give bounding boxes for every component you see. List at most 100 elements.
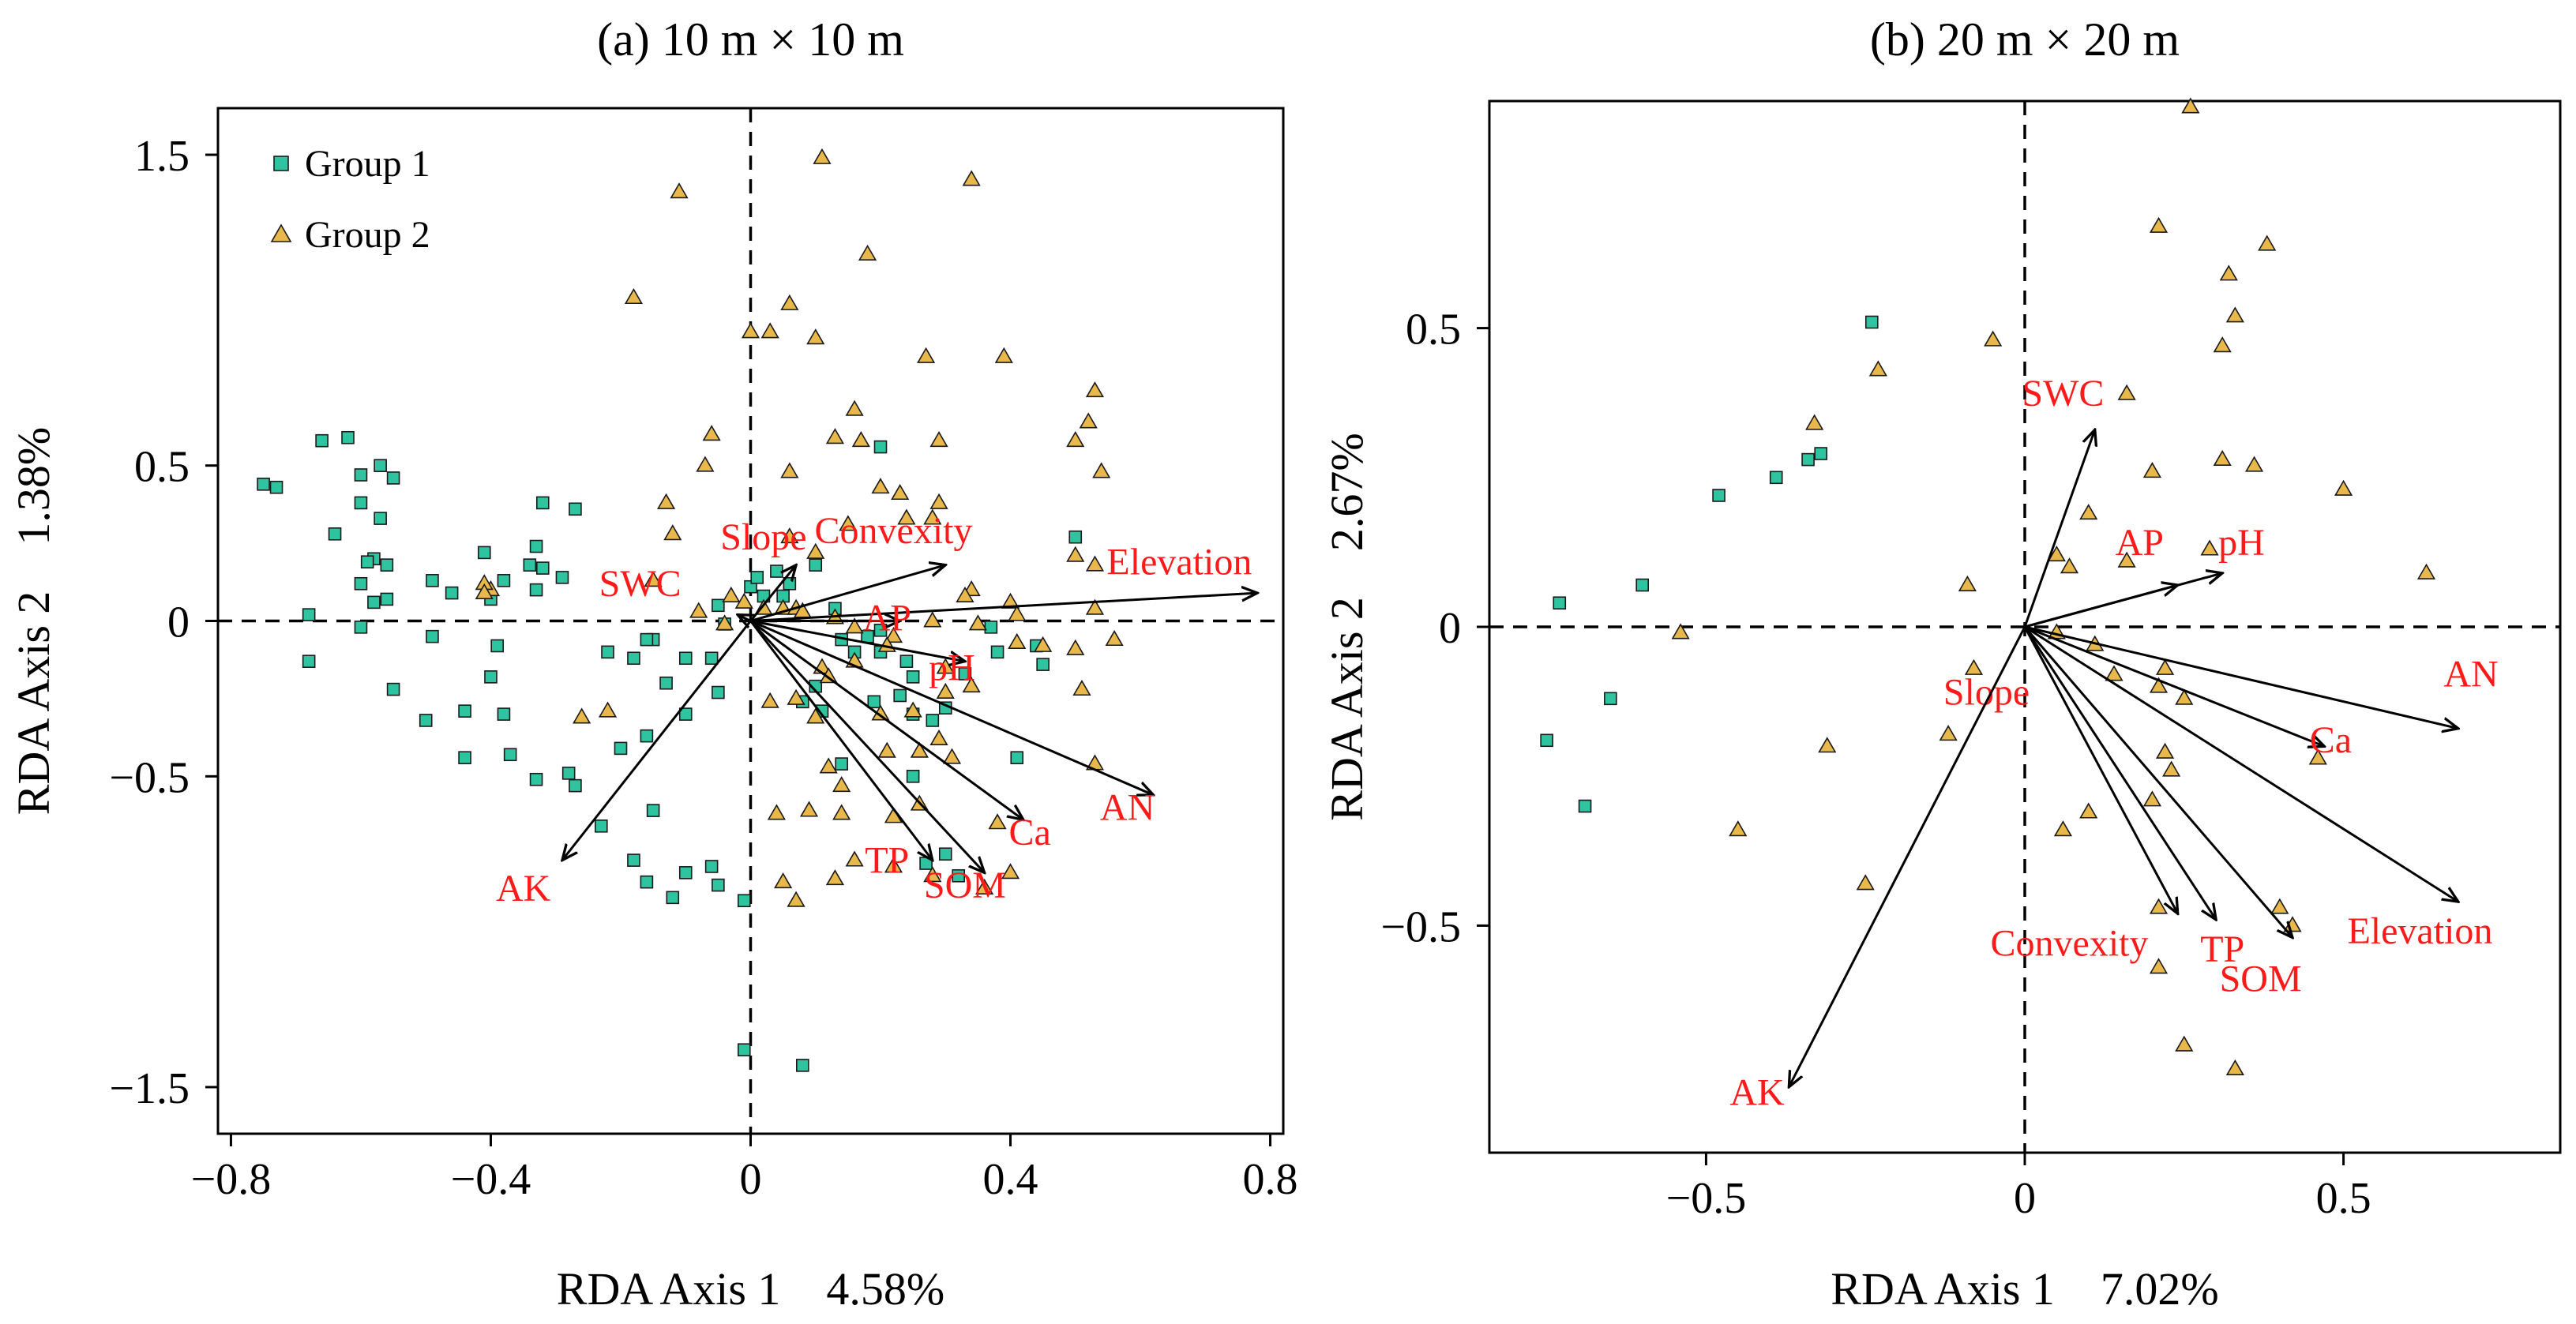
data-point-triangle (1085, 381, 1105, 398)
data-point-triangle (2181, 97, 2200, 114)
data-point-triangle (780, 462, 799, 478)
vector-label-ca: Ca (1009, 812, 1051, 853)
data-point-square (627, 853, 640, 867)
data-point-square (354, 576, 368, 591)
data-point-square (958, 667, 972, 681)
data-point-square (380, 558, 394, 572)
y-tick-label: 0 (167, 598, 190, 647)
legend-marker-triangle (270, 223, 292, 242)
data-point-square (737, 1043, 751, 1057)
data-point-triangle (2047, 546, 2066, 562)
data-point-square (990, 645, 1004, 659)
data-point-triangle (1958, 575, 1977, 591)
data-point-square (445, 586, 459, 600)
data-point-square (302, 608, 316, 621)
vector-label-slope: Slope (720, 516, 806, 558)
x-tick-label: 0 (2014, 1174, 2036, 1223)
data-point-triangle (806, 542, 825, 559)
data-point-square (419, 714, 433, 727)
data-point-triangle (2213, 336, 2232, 353)
data-point-triangle (897, 508, 916, 525)
data-point-triangle (845, 850, 864, 867)
vector-arrow-convexity (2023, 626, 2178, 913)
vector-arrow-som (749, 620, 985, 873)
x-tick-label: 0 (740, 1155, 762, 1204)
data-point-triangle (942, 748, 962, 764)
vector-label-ak: AK (1729, 1071, 1785, 1113)
vector-label-an: AN (1100, 786, 1155, 828)
data-point-triangle (845, 617, 864, 634)
data-point-square (1769, 471, 1783, 485)
data-point-triangle (1092, 462, 1111, 478)
data-point-triangle (2155, 658, 2175, 675)
data-point-triangle (787, 891, 805, 907)
y-tick-label: −0.5 (109, 753, 190, 802)
data-point-triangle (741, 322, 760, 339)
vector-arrow-slope (749, 565, 797, 622)
data-point-square (712, 878, 725, 892)
data-point-triangle (968, 614, 987, 631)
data-point-triangle (2219, 264, 2238, 281)
data-point-triangle (799, 801, 819, 817)
data-point-square (899, 654, 914, 668)
data-point-triangle (2200, 539, 2219, 556)
data-point-triangle (1001, 863, 1020, 880)
data-point-triangle (760, 692, 779, 708)
legend-label: Group 2 (305, 214, 430, 256)
data-point-square (523, 558, 537, 572)
data-point-square (646, 804, 660, 817)
y-tick-label: 1.5 (134, 132, 190, 181)
data-point-square (386, 682, 400, 696)
data-point-triangle (734, 592, 753, 609)
x-tick-label: −0.8 (191, 1155, 272, 1204)
data-point-square (497, 707, 511, 721)
data-point-triangle (917, 347, 936, 363)
data-point-square (1010, 751, 1024, 765)
data-point-triangle (806, 707, 825, 724)
data-point-square (535, 496, 550, 510)
data-point-triangle (975, 878, 994, 895)
data-point-triangle (2308, 748, 2327, 765)
data-point-triangle (1008, 632, 1027, 649)
data-point-triangle (819, 757, 838, 774)
vector-arrow-ca (749, 620, 1023, 820)
data-point-triangle (787, 688, 805, 705)
data-point-triangle (929, 493, 948, 509)
data-point-triangle (2175, 688, 2194, 705)
vector-arrow-tp (2023, 626, 2216, 920)
data-point-triangle (988, 813, 1007, 830)
data-point-square (1814, 447, 1828, 460)
vector-label-ap: AP (2116, 522, 2164, 564)
data-point-triangle (936, 682, 955, 699)
data-point-triangle (2225, 306, 2244, 323)
data-point-triangle (475, 583, 494, 600)
data-point-triangle (767, 804, 786, 820)
vector-arrow-ph (750, 620, 965, 662)
data-point-triangle (2117, 551, 2136, 568)
data-point-triangle (2258, 234, 2277, 251)
data-point-triangle (1008, 605, 1027, 621)
vector-arrow-an (2024, 625, 2458, 729)
data-point-square (341, 430, 355, 444)
data-point-square (712, 598, 725, 613)
data-point-triangle (832, 775, 851, 793)
vector-arrow-convexity (750, 565, 946, 622)
data-point-triangle (929, 729, 948, 746)
data-point-square (360, 555, 374, 569)
data-point-triangle (2162, 760, 2181, 777)
data-point-square (704, 860, 719, 873)
data-point-triangle (2270, 898, 2289, 914)
x-tick-label: 0.8 (1243, 1155, 1298, 1204)
y-axis-label: RDA Axis 2 2.67% (1321, 433, 1372, 820)
data-point-triangle (624, 287, 644, 305)
data-point-triangle (851, 431, 870, 448)
y-axis-label: RDA Axis 2 1.38% (8, 427, 59, 815)
vector-arrow-ak (562, 620, 752, 861)
data-point-triangle (1818, 737, 1837, 753)
data-point-triangle (891, 483, 910, 501)
y-tick-label: 0.5 (134, 443, 190, 492)
data-point-triangle (910, 741, 929, 758)
data-point-triangle (2175, 1035, 2194, 1052)
data-point-square (906, 770, 920, 783)
